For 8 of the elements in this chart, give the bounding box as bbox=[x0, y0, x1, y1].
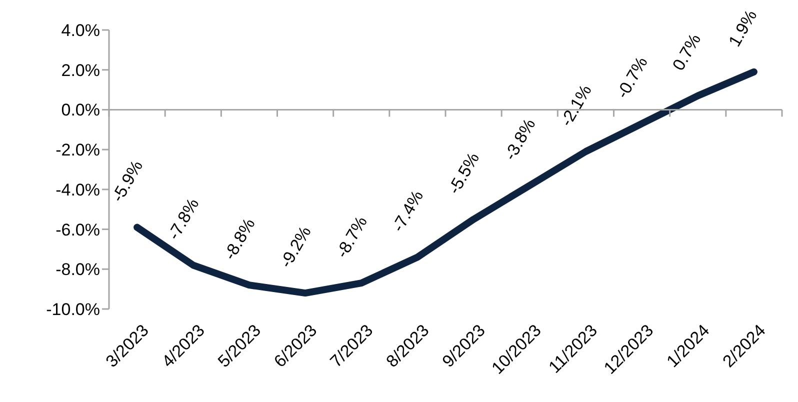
y-tick-label: 2.0% bbox=[61, 60, 100, 80]
y-tick-label: -2.0% bbox=[56, 140, 100, 160]
y-tick-label: 4.0% bbox=[61, 21, 100, 40]
y-tick-label: 0.0% bbox=[61, 100, 100, 120]
y-tick-label: -6.0% bbox=[56, 220, 100, 240]
y-tick-label: -8.0% bbox=[56, 260, 100, 280]
y-tick-label: -4.0% bbox=[56, 180, 100, 200]
y-tick-label: -10.0% bbox=[46, 300, 100, 320]
